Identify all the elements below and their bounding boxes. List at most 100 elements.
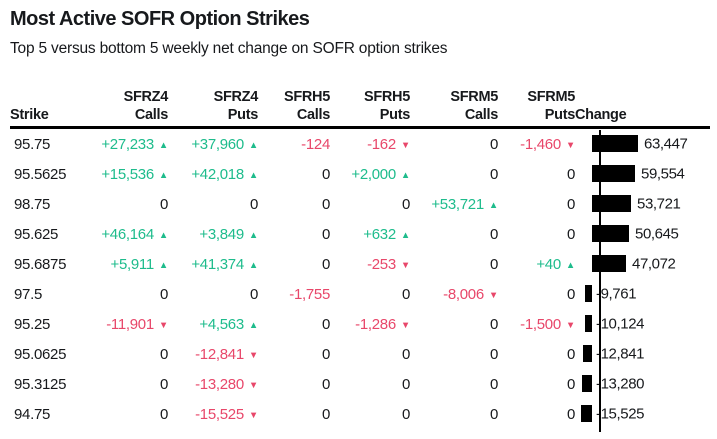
column-header-line2: Puts xyxy=(544,107,576,123)
value-text: +27,233 xyxy=(101,135,154,153)
value-cell: 0 xyxy=(410,376,498,393)
column-header-line2: Calls xyxy=(134,107,168,123)
table-row: 94.75 0 -15,525 ▼ 0 0 0 0 -15,525 xyxy=(10,399,710,429)
value-text: 0 xyxy=(321,225,330,243)
value-cell: 0 xyxy=(330,406,410,423)
table-row: 95.75 +27,233 ▲ +37,960 ▲ -124 -162 ▼ 0 -1,460 ▼ 63… xyxy=(10,129,710,159)
up-arrow-icon: ▲ xyxy=(158,229,168,241)
value-cell: 0 xyxy=(90,406,168,423)
value-cell: +3,849 ▲ xyxy=(168,226,258,243)
strike-cell: 95.3125 xyxy=(14,375,67,393)
column-header-line1: SFRZ4 xyxy=(213,89,259,105)
change-cell: -9,761 xyxy=(575,279,710,309)
change-cell: 53,721 xyxy=(575,189,710,219)
value-cell: 0 xyxy=(498,196,575,213)
column-header-line2: Calls xyxy=(464,107,498,123)
value-text: -253 xyxy=(367,255,396,273)
value-cell: 0 xyxy=(258,406,330,423)
value-cell: +15,536 ▲ xyxy=(90,166,168,183)
strike-cell: 95.0625 xyxy=(14,345,67,363)
up-arrow-icon: ▲ xyxy=(158,259,168,271)
change-value: -13,280 xyxy=(596,375,645,393)
up-arrow-icon: ▲ xyxy=(400,229,410,241)
value-text: 0 xyxy=(249,285,258,303)
down-arrow-icon: ▼ xyxy=(565,319,575,331)
value-cell: 0 xyxy=(498,346,575,363)
value-cell: -162 ▼ xyxy=(330,136,410,153)
column-header-calls: SFRZ4 Calls xyxy=(90,80,169,124)
table-header: Strike SFRZ4 Calls SFRZ4 Puts SFRH5 Calls SFRH5… xyxy=(10,80,710,129)
bloomberg-graphic: Most Active SOFR Option Strikes Top 5 ve… xyxy=(10,8,710,432)
value-cell: 0 xyxy=(90,346,168,363)
column-header-puts: SFRM5 Puts xyxy=(498,80,575,124)
page-title: Most Active SOFR Option Strikes xyxy=(10,8,310,30)
table-body: 95.75 +27,233 ▲ +37,960 ▲ -124 -162 ▼ 0 -1,460 ▼ 63… xyxy=(10,129,710,429)
value-text: 0 xyxy=(159,195,168,213)
value-text: 0 xyxy=(489,165,498,183)
value-cell: -1,500 ▼ xyxy=(498,316,575,333)
value-cell: 0 xyxy=(410,136,498,153)
change-cell: -15,525 xyxy=(575,399,710,429)
value-cell: 0 xyxy=(330,286,410,303)
value-cell: 0 xyxy=(258,316,330,333)
value-text: 0 xyxy=(489,315,498,333)
value-cell: 0 xyxy=(258,256,330,273)
value-text: +53,721 xyxy=(431,195,484,213)
value-cell: 0 xyxy=(498,406,575,423)
change-bar xyxy=(582,375,592,392)
column-header-calls: SFRM5 Calls xyxy=(410,80,498,124)
value-text: +37,960 xyxy=(191,135,244,153)
up-arrow-icon: ▲ xyxy=(400,169,410,181)
value-text: 0 xyxy=(321,255,330,273)
change-bar xyxy=(583,345,592,362)
value-text: 0 xyxy=(401,285,410,303)
value-text: +5,911 xyxy=(110,255,155,273)
value-cell: +41,374 ▲ xyxy=(168,256,258,273)
table-row: 95.0625 0 -12,841 ▼ 0 0 0 0 -12,841 xyxy=(10,339,710,369)
change-cell: -12,841 xyxy=(575,339,710,369)
value-text: 0 xyxy=(401,405,410,423)
up-arrow-icon: ▲ xyxy=(248,319,258,331)
up-arrow-icon: ▲ xyxy=(488,199,498,211)
change-value: -10,124 xyxy=(596,315,645,333)
value-cell: 0 xyxy=(258,196,330,213)
down-arrow-icon: ▼ xyxy=(400,259,410,271)
table-row: 98.75 0 0 0 0 +53,721 ▲ 0 53,721 xyxy=(10,189,710,219)
column-header-line2: Strike xyxy=(10,107,49,123)
change-bar xyxy=(585,285,592,302)
change-bar xyxy=(592,135,638,152)
value-text: -1,460 xyxy=(520,135,561,153)
down-arrow-icon: ▼ xyxy=(248,409,258,421)
value-text: +3,849 xyxy=(199,225,244,243)
value-cell: 0 xyxy=(410,406,498,423)
value-text: -1,500 xyxy=(520,315,561,333)
up-arrow-icon: ▲ xyxy=(565,259,575,271)
strike-cell: 95.6875 xyxy=(14,255,67,273)
down-arrow-icon: ▼ xyxy=(565,139,575,151)
up-arrow-icon: ▲ xyxy=(248,259,258,271)
column-header-line1: SFRH5 xyxy=(283,89,330,105)
value-text: 0 xyxy=(159,405,168,423)
value-text: 0 xyxy=(566,165,575,183)
value-cell: -8,006 ▼ xyxy=(410,286,498,303)
column-header-line2: Puts xyxy=(227,107,259,123)
value-text: 0 xyxy=(566,225,575,243)
value-cell: +4,563 ▲ xyxy=(168,316,258,333)
table-row: 95.25 -11,901 ▼ +4,563 ▲ 0 -1,286 ▼ 0 -1,500 ▼ -10,… xyxy=(10,309,710,339)
value-text: 0 xyxy=(566,195,575,213)
value-cell: 0 xyxy=(90,196,168,213)
value-text: 0 xyxy=(401,375,410,393)
up-arrow-icon: ▲ xyxy=(248,169,258,181)
value-cell: 0 xyxy=(168,196,258,213)
column-header-line1: SFRH5 xyxy=(363,89,410,105)
value-cell: 0 xyxy=(90,286,168,303)
value-text: +40 xyxy=(536,255,561,273)
change-value: 59,554 xyxy=(641,165,685,183)
value-cell: 0 xyxy=(168,286,258,303)
table-row: 95.625 +46,164 ▲ +3,849 ▲ 0 +632 ▲ 0 0 50,645 xyxy=(10,219,710,249)
value-text: 0 xyxy=(566,375,575,393)
column-header-line2: Puts xyxy=(379,107,411,123)
page-subtitle: Top 5 versus bottom 5 weekly net change … xyxy=(10,40,448,57)
change-bar xyxy=(585,315,592,332)
value-cell: -1,755 xyxy=(258,286,330,303)
